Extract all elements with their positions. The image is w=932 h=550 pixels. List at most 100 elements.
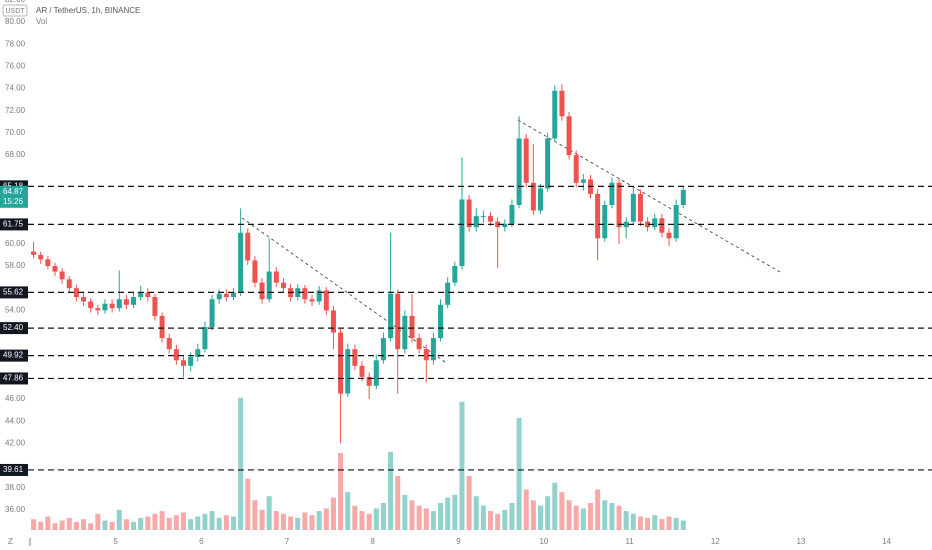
candle-body <box>209 299 215 327</box>
level-label: 47.86 <box>3 374 24 383</box>
volume-bar <box>416 505 422 530</box>
candle-body <box>259 282 265 300</box>
volume-bar <box>659 519 665 530</box>
volume-bar <box>316 511 322 530</box>
level-label: 39.61 <box>3 465 24 474</box>
volume-bar <box>430 511 436 530</box>
x-tick-label: 5 <box>113 537 118 546</box>
chart-title: AR / TetherUS, 1h, BINANCE <box>36 6 140 15</box>
candle-body <box>338 332 344 394</box>
level-label: 52.40 <box>3 323 24 332</box>
candle-body <box>602 205 608 239</box>
y-tick-label: 80.00 <box>5 17 26 26</box>
volume-bar <box>395 476 401 530</box>
level-badge <box>0 463 28 476</box>
volume-bar <box>288 516 294 530</box>
candle-body <box>66 279 72 289</box>
candle-body <box>430 338 436 361</box>
candle-body <box>459 199 465 266</box>
volume-bar <box>209 511 215 530</box>
volume-bar <box>181 512 187 530</box>
candle-body <box>352 349 358 366</box>
candle-body <box>52 266 58 272</box>
candle-body <box>123 299 129 305</box>
candle-body <box>523 138 529 183</box>
volume-bar <box>488 511 494 530</box>
candle-body <box>330 310 336 333</box>
candle-body <box>545 138 551 189</box>
volume-bar <box>480 505 486 530</box>
candle-body <box>302 288 308 300</box>
candle-body <box>81 297 87 302</box>
level-badge <box>0 322 28 335</box>
candle-body <box>516 138 522 205</box>
volume-bar <box>595 489 601 530</box>
volume-bar <box>530 500 536 530</box>
volume-bar <box>587 503 593 530</box>
y-tick-label: 58.00 <box>5 261 26 270</box>
candle-body <box>223 293 229 298</box>
volume-bar <box>152 513 158 530</box>
x-tick-label: 6 <box>199 537 204 546</box>
volume-bar <box>66 517 72 530</box>
y-tick-label: 82.00 <box>5 0 26 4</box>
volume-bar <box>516 417 522 530</box>
volume-bar <box>273 511 279 530</box>
candle-body <box>238 232 244 293</box>
candle-body <box>366 376 372 386</box>
candle-body <box>559 90 565 117</box>
volume-bar <box>609 503 615 530</box>
candle-body <box>138 292 144 298</box>
candle-body <box>395 293 401 350</box>
y-tick-label: 42.00 <box>5 439 26 448</box>
candle-body <box>230 292 236 298</box>
level-badge <box>0 218 28 231</box>
volume-bar <box>109 521 115 530</box>
candle-body <box>359 365 365 377</box>
candle-body <box>188 356 194 366</box>
volume-bar <box>466 476 472 530</box>
candle-body <box>45 259 51 266</box>
volume-bar <box>238 397 244 530</box>
y-tick-label: 72.00 <box>5 106 26 115</box>
y-tick-label: 74.00 <box>5 84 26 93</box>
level-badge <box>0 349 28 362</box>
level-label: 55.62 <box>3 288 24 297</box>
candle-body <box>88 301 94 309</box>
candle-body <box>152 297 158 316</box>
candle-body <box>630 193 636 222</box>
volume-bar <box>338 453 344 530</box>
volume-bar <box>580 508 586 530</box>
candle-body <box>509 205 515 224</box>
volume-bar <box>459 401 465 530</box>
candle-body <box>159 315 165 339</box>
volume-bar <box>452 494 458 530</box>
candle-body <box>73 288 79 298</box>
trend-line <box>517 119 781 273</box>
candle-body <box>273 271 279 283</box>
candle-body <box>323 290 329 311</box>
x-tick-label: 9 <box>456 537 461 546</box>
y-tick-label: 60.00 <box>5 239 26 248</box>
y-tick-label: 54.00 <box>5 305 26 314</box>
candle-body <box>116 299 122 309</box>
volume-bar <box>230 516 236 530</box>
volume-bar <box>666 516 672 530</box>
currency-badge <box>2 4 28 17</box>
volume-bar <box>159 511 165 530</box>
candle-body <box>637 193 643 222</box>
volume-bar <box>445 497 451 530</box>
volume-bar <box>295 517 301 530</box>
volume-bar <box>166 517 172 530</box>
candle-body <box>659 218 665 233</box>
volume-bar <box>502 509 508 530</box>
candle-body <box>109 303 115 309</box>
volume-bar <box>116 509 122 530</box>
y-tick-label: 38.00 <box>5 483 26 492</box>
volume-bar <box>637 516 643 530</box>
level-label: 61.75 <box>3 220 24 229</box>
volume-bar <box>131 521 137 530</box>
candle-body <box>538 188 544 211</box>
candle-body <box>59 271 65 280</box>
